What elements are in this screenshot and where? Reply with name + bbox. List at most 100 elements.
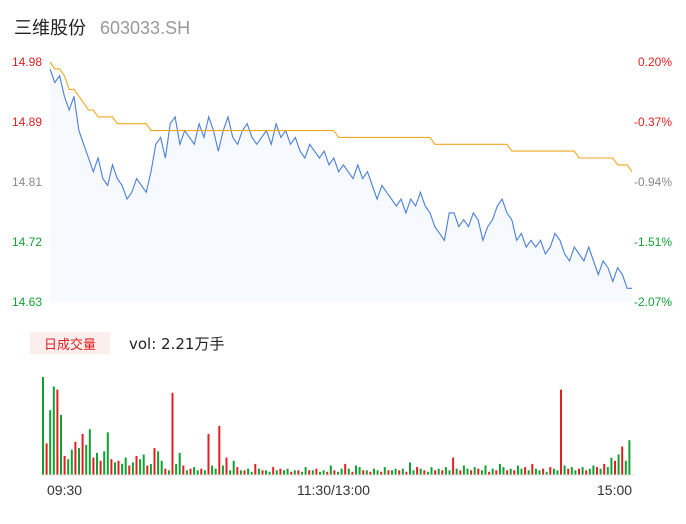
volume-bar [542,468,545,475]
volume-bar [293,470,296,475]
volume-bar [502,467,505,475]
volume-bar [617,454,620,475]
volume-bar [153,448,156,475]
volume-bar [534,468,537,475]
volume-bar [585,470,588,475]
volume-bar [506,470,509,475]
volume-bar [462,465,465,475]
volume-bar [347,468,350,475]
volume-bar [243,470,246,475]
volume-bar [203,470,206,475]
volume-bar [254,463,257,475]
volume-bar [391,470,393,475]
volume-bar [409,462,411,475]
volume-bar [308,470,311,475]
volume-bar [74,441,77,475]
volume-bar [444,467,447,475]
volume-bar [164,468,167,475]
volume-bar [268,471,271,475]
volume-bar [426,471,429,475]
volume-bar [214,468,217,475]
volume-bar [200,468,203,475]
volume-bar [401,468,404,475]
volume-bar [574,470,577,475]
volume-bar [92,457,95,475]
time-label-mid: 11:30/13:00 [297,482,370,498]
volume-bar [430,467,433,475]
volume-bar [513,470,516,475]
volume-bar [603,463,606,475]
price-tick-label: 14.89 [12,115,42,129]
volume-bar [516,465,519,475]
volume-bar [124,457,127,475]
volume-bar [196,470,199,475]
volume-bar [365,470,368,475]
volume-bar [60,414,62,475]
volume-bar [412,470,415,475]
volume-bar [563,465,566,475]
volume-bar [247,468,250,475]
volume-bar [189,468,192,475]
volume-bar [139,459,142,475]
volume-bar [592,465,595,475]
volume-bar [437,468,440,475]
volume-bar [42,377,44,475]
volume-bar [106,432,109,475]
volume-bar [398,470,401,475]
volume-bar [117,460,120,475]
volume-bar [301,471,303,475]
stock-code: 603033.SH [100,18,191,38]
volume-bar [67,459,70,475]
volume-bar [110,459,113,475]
volume-bar [286,468,289,475]
volume-bar [78,448,80,475]
volume-bar [103,451,106,475]
volume-readout: vol: 2.21万手 [129,335,225,353]
volume-bar [624,460,627,475]
volume-bar [311,470,314,475]
volume-bar [250,471,253,475]
volume-bar [531,463,534,475]
volume-bar [477,468,480,475]
volume-bar [232,460,235,475]
time-label-close: 15:00 [597,482,633,498]
volume-bar [351,471,354,475]
volume-bar [178,452,181,475]
volume-bar [509,468,512,475]
volume-bar [149,463,152,475]
volume-bar [114,462,116,475]
volume-bar [614,460,616,475]
volume-tag[interactable]: 日成交量 [30,332,110,354]
pct-tick-label: -2.07% [634,295,672,309]
volume-bar [49,410,52,475]
volume-bar [423,470,426,475]
volume-bar [538,470,541,475]
volume-bar [596,467,598,475]
volume-bar [480,470,483,475]
volume-bar [304,467,307,475]
volume-bar [70,449,73,475]
volume-bar [495,470,498,475]
volume-bar [340,468,343,475]
volume-bar [142,454,145,475]
volume-bar [175,463,178,475]
volume-bar [211,465,214,475]
volume-bar [52,386,55,475]
volume-bar [326,471,329,475]
volume-bar [610,457,613,475]
pct-tick-label: -0.94% [634,175,672,189]
volume-bar [570,467,573,475]
volume-bar [387,470,390,475]
volume-bar [419,468,422,475]
volume-bar [527,470,530,475]
header: 三维股份 603033.SH [14,14,191,39]
volume-bar [434,470,437,475]
volume-bar [56,389,59,475]
volume-bar [383,467,386,475]
volume-bar [131,462,134,475]
price-tick-label: 14.98 [12,55,42,69]
volume-bar [63,456,66,475]
volume-bar [261,470,264,475]
volume-bar [185,470,188,475]
volume-bar [448,470,451,475]
